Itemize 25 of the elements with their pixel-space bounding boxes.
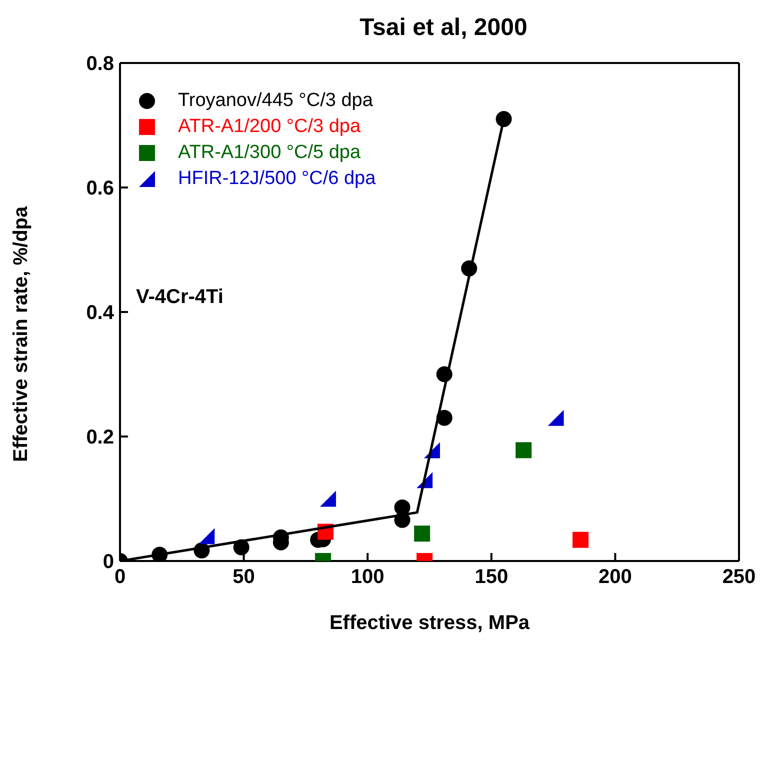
- x-tick-label: 100: [350, 566, 384, 588]
- x-axis-title: Effective stress, MPa: [329, 612, 530, 634]
- legend-label: ATR-A1/200 °C/3 dpa: [178, 116, 361, 138]
- x-tick-label: 50: [232, 566, 255, 588]
- y-tick-label: 0.2: [86, 426, 114, 449]
- point: [414, 526, 430, 542]
- chart-title: Tsai et al, 2000: [358, 14, 528, 42]
- x-tick-label: 250: [722, 566, 756, 588]
- y-axis-title: Effective strain rate, %/dpa: [10, 205, 32, 462]
- annotation: V-4Cr-4Ti: [136, 286, 224, 309]
- x-tick-label: 200: [598, 566, 632, 588]
- point: [198, 528, 215, 544]
- legend-label: Troyanov/445 °C/3 dpa: [178, 90, 373, 112]
- point: [516, 442, 532, 458]
- point: [496, 111, 512, 128]
- point: [548, 410, 564, 426]
- legend-label: HFIR-12J/500 °C/6 dpa: [178, 168, 376, 190]
- legend-label: ATR-A1/300 °C/5 dpa: [178, 142, 361, 164]
- y-tick-label: 0.8: [86, 53, 114, 76]
- y-tick-label: 0.4: [86, 302, 115, 324]
- y-tick-label: 0.6: [86, 178, 114, 200]
- point: [320, 490, 336, 507]
- x-tick-label: 150: [474, 566, 508, 588]
- y-tick-label: 0: [102, 551, 114, 574]
- point: [572, 532, 589, 548]
